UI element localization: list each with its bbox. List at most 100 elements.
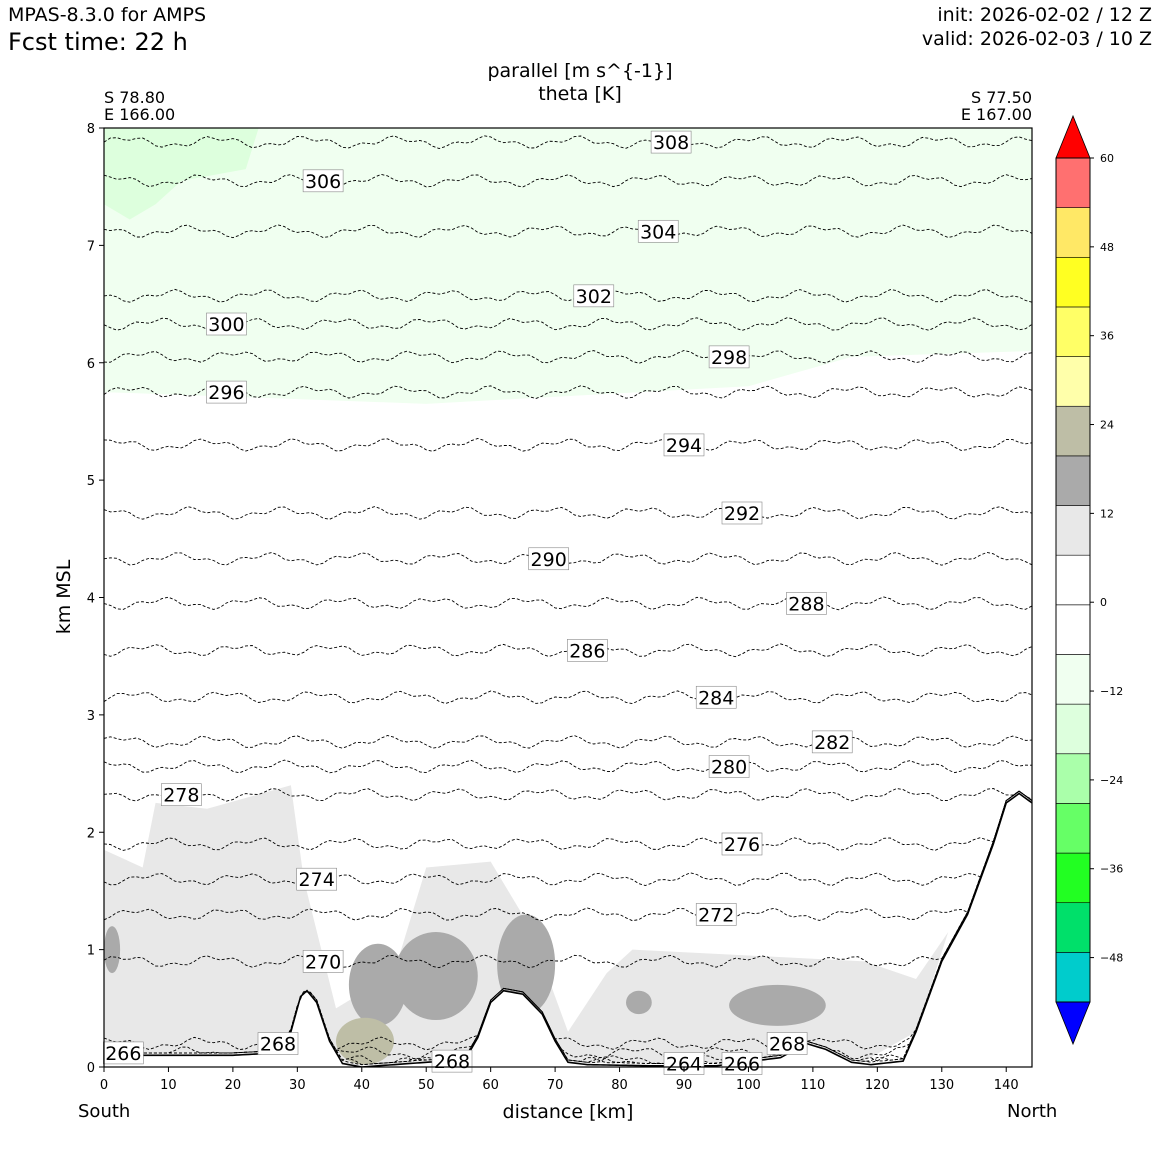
contour-label-text: 268 (260, 1034, 296, 1056)
contour-label-text: 268 (769, 1034, 805, 1056)
shade-blob-gray (626, 990, 652, 1015)
contour-label-text: 278 (163, 785, 199, 807)
contour-label-text: 266 (105, 1043, 141, 1065)
contour-label-text: 266 (724, 1053, 760, 1075)
colorbar-tick-label: 60 (1100, 152, 1114, 165)
contour-label-text: 292 (724, 503, 760, 525)
y-tick-label: 4 (87, 592, 95, 607)
shade-region-light-green (104, 128, 1032, 404)
theta-line-278 (104, 787, 1032, 802)
y-tick-label: 6 (87, 357, 95, 372)
contour-label-268: 268 (257, 1032, 299, 1056)
valid-time: valid: 2026-02-03 / 10 Z (921, 28, 1152, 50)
colorbar-band (1055, 157, 1091, 208)
contour-label-text: 294 (666, 435, 702, 457)
colorbar-band (1055, 207, 1091, 258)
shade-blob-gray (104, 926, 121, 974)
colorbar-band (1055, 604, 1091, 655)
terrain-fill (104, 793, 1032, 1067)
theta-line-264 (104, 790, 1032, 1066)
contour-label-text: 290 (531, 549, 567, 571)
colorbar-tick-label: −12 (1100, 685, 1123, 698)
right-endpoint-coords: S 77.50 E 167.00 (961, 89, 1032, 123)
contour-label-282: 282 (811, 730, 853, 754)
left-lat: S 78.80 (104, 88, 166, 107)
theta-line-296 (104, 385, 1032, 399)
colorbar-tick-label: −24 (1100, 774, 1123, 787)
colorbar-band (1055, 952, 1091, 1003)
contour-label-284: 284 (695, 685, 737, 709)
contour-label-text: 284 (698, 687, 734, 709)
contour-label-306: 306 (302, 169, 344, 193)
colorbar-band (1055, 703, 1091, 755)
x-tick-label: 0 (100, 1078, 108, 1093)
chart-title-field: parallel [m s^{-1}] (487, 60, 673, 82)
left-endpoint-coords: S 78.80 E 166.00 (104, 89, 175, 123)
colorbar-extend-max (1055, 114, 1091, 159)
contour-label-text: 308 (653, 132, 689, 154)
y-tick-label: 1 (87, 944, 95, 959)
colorbar-tick-label: 24 (1100, 419, 1114, 432)
contour-label-text: 282 (814, 732, 850, 754)
colorbar-band (1055, 852, 1091, 904)
contour-label-308: 308 (650, 130, 692, 154)
y-tick-label: 7 (87, 239, 95, 254)
shade-blob-gray (394, 932, 478, 1021)
theta-line-282 (104, 735, 1032, 749)
theta-line-306 (104, 173, 1032, 188)
contour-label-272: 272 (695, 903, 737, 926)
right-lat: S 77.50 (970, 88, 1032, 107)
colorbar-band (1055, 803, 1091, 854)
contour-label-292: 292 (721, 501, 763, 525)
x-tick-label: 50 (418, 1078, 435, 1093)
theta-line-298 (104, 350, 1032, 364)
contour-label-text: 264 (666, 1053, 702, 1075)
south-label: South (78, 1101, 131, 1122)
north-label: North (1007, 1101, 1058, 1122)
colorbar-band (1055, 356, 1091, 407)
colorbar-band (1055, 902, 1091, 953)
y-tick-label: 2 (87, 826, 95, 841)
x-tick-label: 140 (994, 1078, 1019, 1093)
contour-label-text: 286 (569, 640, 605, 662)
colorbar-tick-label: −36 (1100, 863, 1123, 876)
x-tick-label: 120 (865, 1078, 890, 1093)
x-tick-label: 20 (225, 1078, 242, 1093)
x-tick-label: 40 (354, 1078, 371, 1093)
theta-contours (104, 135, 1032, 1066)
colorbar-tick-label: 12 (1100, 507, 1114, 520)
contour-label-290: 290 (528, 547, 569, 571)
x-tick-label: 80 (611, 1078, 628, 1093)
right-lon: E 167.00 (960, 105, 1032, 124)
contour-label-300: 300 (206, 312, 247, 336)
colorbar-band (1055, 654, 1091, 705)
shade-region-green (104, 128, 259, 220)
colorbar-tick-label: 0 (1100, 596, 1107, 609)
contour-label-288: 288 (786, 592, 827, 615)
colorbar-extend-min (1055, 1001, 1091, 1046)
colorbar-tick-label: 36 (1100, 330, 1114, 343)
contour-label-text: 272 (698, 904, 734, 926)
y-tick-label: 5 (87, 474, 95, 489)
theta-line-292 (104, 506, 1032, 520)
contour-label-text: 298 (711, 347, 747, 369)
shade-blob-tan (336, 1017, 394, 1065)
x-axis-title: distance [km] (503, 1101, 634, 1123)
forecast-time: Fcst time: 22 h (8, 28, 188, 56)
colorbar-band (1055, 554, 1091, 606)
colorbar-frame (1055, 157, 1091, 1003)
contour-label-text: 276 (724, 834, 760, 856)
contour-label-text: 306 (305, 171, 341, 193)
contour-label-text: 268 (434, 1051, 470, 1073)
contour-label-text: 296 (208, 382, 244, 404)
contour-label-268: 268 (431, 1049, 473, 1073)
contour-label-286: 286 (567, 639, 608, 662)
shade-blob-gray (497, 914, 556, 1015)
left-lon: E 166.00 (104, 105, 176, 124)
x-tick-label: 60 (482, 1078, 499, 1093)
theta-line-290 (104, 551, 1032, 566)
theta-line-302 (104, 288, 1032, 303)
contour-label-294: 294 (663, 433, 705, 457)
theta-line-284 (104, 690, 1032, 705)
contour-label-text: 304 (640, 221, 676, 243)
